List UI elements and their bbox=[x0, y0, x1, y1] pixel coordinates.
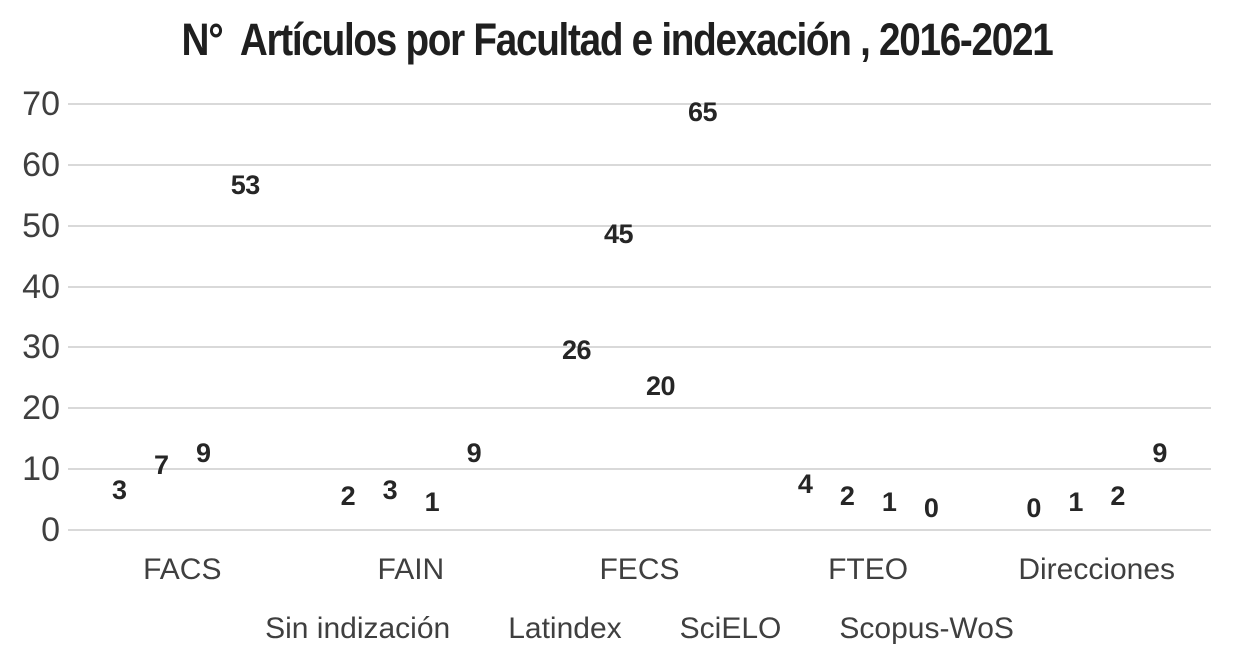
gridline-y-50 bbox=[68, 224, 1211, 227]
gridline-y-70 bbox=[68, 103, 1211, 105]
data-label: 53 bbox=[230, 170, 261, 201]
data-label: 45 bbox=[603, 219, 634, 250]
chart-title: N° Artículos por Facultad e indexación ,… bbox=[181, 14, 1054, 65]
data-label: 26 bbox=[561, 334, 592, 365]
data-label: 9 bbox=[1152, 438, 1167, 469]
data-label: 9 bbox=[196, 438, 211, 469]
data-label: 3 bbox=[112, 474, 127, 505]
data-label: 7 bbox=[154, 450, 169, 481]
legend: Sin indización Latindex SciELO Scopus-WoS bbox=[68, 612, 1211, 646]
data-label: 3 bbox=[382, 474, 398, 505]
data-label: 4 bbox=[797, 468, 813, 499]
x-category-label-fain: FAIN bbox=[377, 553, 445, 586]
data-label: 65 bbox=[687, 97, 718, 128]
data-label: 0 bbox=[923, 493, 939, 523]
gridline-y-20 bbox=[68, 407, 1211, 410]
legend-item-sin-indizaci-n: Sin indización bbox=[265, 612, 451, 645]
gridline-y-30 bbox=[68, 346, 1211, 349]
y-tick-label: 60 bbox=[22, 145, 60, 184]
y-tick-label: 30 bbox=[22, 328, 60, 367]
x-category-label-fecs: FECS bbox=[599, 553, 680, 586]
data-label: 20 bbox=[645, 371, 676, 402]
x-category-label-fteo: FTEO bbox=[828, 553, 909, 586]
data-label: 2 bbox=[340, 480, 356, 511]
legend-item-scielo: SciELO bbox=[679, 612, 782, 645]
gridline-y-60 bbox=[68, 163, 1211, 166]
y-tick-label: 50 bbox=[22, 206, 60, 245]
y-tick-label: 10 bbox=[22, 450, 60, 489]
y-tick-label: 70 bbox=[22, 85, 60, 123]
data-label: 2 bbox=[1110, 480, 1125, 511]
x-category-label-direcciones: Direcciones bbox=[1018, 553, 1176, 586]
data-label: 9 bbox=[466, 438, 482, 469]
x-category-label-facs: FACS bbox=[143, 553, 222, 586]
y-tick-label: 0 bbox=[41, 511, 60, 549]
gridline-y-10 bbox=[68, 468, 1211, 471]
gridline-y-40 bbox=[68, 285, 1211, 288]
legend-item-latindex: Latindex bbox=[508, 612, 622, 645]
y-tick-label: 40 bbox=[22, 267, 60, 306]
data-label: 2 bbox=[839, 480, 855, 511]
gridline-y-0 bbox=[68, 529, 1211, 531]
legend-item-scopus-wos: Scopus-WoS bbox=[839, 612, 1014, 645]
data-label: 0 bbox=[1026, 493, 1041, 523]
y-tick-label: 20 bbox=[22, 389, 60, 428]
data-label: 1 bbox=[881, 486, 897, 517]
data-label: 1 bbox=[1068, 486, 1083, 517]
data-label: 1 bbox=[424, 486, 440, 517]
